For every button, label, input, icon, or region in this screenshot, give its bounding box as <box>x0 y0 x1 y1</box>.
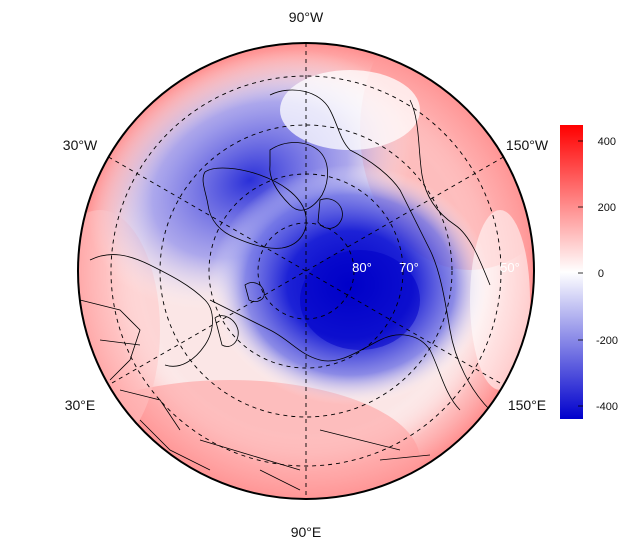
field-shading <box>78 43 534 499</box>
white-band-east <box>470 210 530 390</box>
colorbar-tick-400: 400 <box>598 136 616 148</box>
lon-label-90w: 90°W <box>289 9 324 25</box>
colorbar-gradient <box>560 125 583 419</box>
europe-borders <box>79 299 431 491</box>
lon-label-150e: 150°E <box>508 397 546 413</box>
graticule <box>108 43 504 499</box>
lat-label-50: 50° <box>500 260 520 275</box>
colorbar: 400 200 0 -200 -400 <box>560 125 618 419</box>
white-band-north <box>280 70 420 150</box>
north-america-coast <box>269 89 491 411</box>
low-center <box>300 250 420 350</box>
lon-label-30e: 30°E <box>65 397 96 413</box>
greenland-coast <box>202 167 307 249</box>
scandinavia-coast <box>89 254 213 367</box>
parallel-60 <box>159 124 453 418</box>
siberia-coast <box>209 299 461 411</box>
map-border <box>77 42 535 500</box>
lon-label-30w: 30°W <box>63 137 98 153</box>
lon-label-90e: 90°E <box>291 524 322 540</box>
colorbar-tick-200: 200 <box>598 202 616 214</box>
coastlines <box>79 89 491 491</box>
lat-label-80: 80° <box>352 260 372 275</box>
lat-label-70: 70° <box>399 260 419 275</box>
colorbar-tick-neg200: -200 <box>596 335 618 347</box>
lon-label-150w: 150°W <box>506 137 549 153</box>
novaya-zemlya-coast <box>214 315 239 347</box>
colorbar-ticks <box>578 140 583 407</box>
colorbar-tick-neg400: -400 <box>596 401 618 413</box>
colorbar-tick-0: 0 <box>598 268 604 280</box>
parallel-50 <box>110 75 502 467</box>
alaska-coast <box>409 99 491 286</box>
